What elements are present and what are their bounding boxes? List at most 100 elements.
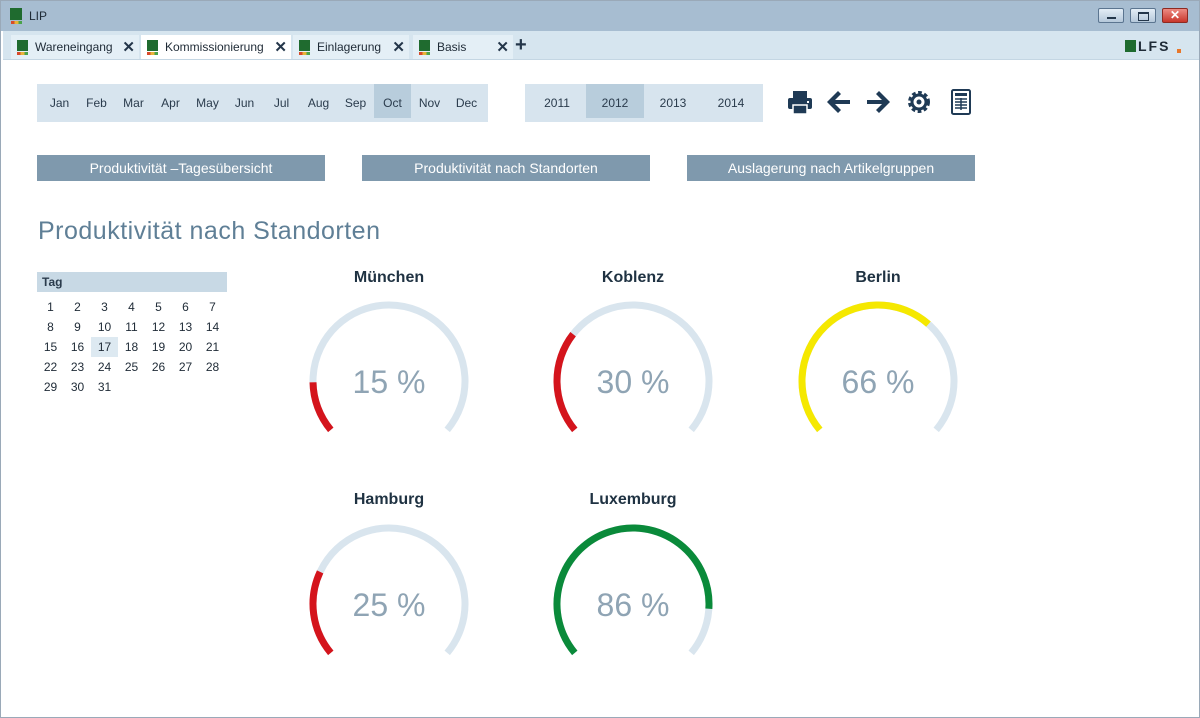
tab-close-icon[interactable]: ✕: [392, 39, 405, 56]
gauge-value-label: 30 %: [597, 364, 670, 400]
add-tab-button[interactable]: +: [515, 34, 527, 56]
tab-bar: Wareneingang ✕ Kommissionierung ✕ Einlag…: [3, 31, 1199, 60]
gauge-value-arc: [553, 524, 713, 656]
calendar-day[interactable]: 15: [43, 340, 58, 354]
calendar-day[interactable]: 29: [43, 380, 58, 394]
calendar-day[interactable]: 11: [125, 320, 138, 334]
gauge-value-arc: [309, 382, 334, 433]
month-jul[interactable]: Jul: [273, 96, 290, 110]
calendar-day[interactable]: 28: [205, 360, 220, 374]
logo-text: LFS: [1138, 38, 1171, 54]
month-nov[interactable]: Nov: [418, 96, 441, 110]
calendar-day[interactable]: 18: [124, 340, 139, 354]
month-mar[interactable]: Mar: [123, 96, 144, 110]
tab-close-icon[interactable]: ✕: [496, 39, 509, 56]
title-bar[interactable]: LIP ✕: [1, 1, 1199, 31]
gauge-muenchen: 15 %: [309, 301, 469, 433]
month-feb[interactable]: Feb: [86, 96, 107, 110]
tab-close-icon[interactable]: ✕: [274, 39, 287, 56]
arrow-right-icon[interactable]: [863, 87, 893, 117]
nav-button-tagesuebersicht[interactable]: Produktivität –Tagesübersicht: [37, 155, 325, 181]
calendar-day[interactable]: 14: [205, 320, 220, 334]
gauge-luxemburg: 86 %: [553, 524, 713, 656]
arrow-left-icon[interactable]: [824, 87, 854, 117]
month-oct[interactable]: Oct: [374, 84, 411, 118]
calendar-day[interactable]: 6: [182, 300, 189, 314]
month-aug[interactable]: Aug: [307, 96, 330, 110]
logo-dot-icon: [1177, 49, 1181, 53]
close-icon: ✕: [1169, 8, 1181, 22]
app-logo-icon: [10, 8, 22, 24]
gauge-title: Koblenz: [601, 269, 665, 286]
calendar-day[interactable]: 23: [70, 360, 85, 374]
tab-label: Einlagerung: [317, 40, 382, 54]
calendar-day[interactable]: 22: [43, 360, 58, 374]
tab-basis[interactable]: Basis ✕: [413, 35, 513, 59]
gauge-title: München: [353, 269, 425, 286]
tab-close-icon[interactable]: ✕: [122, 39, 135, 56]
calendar-day[interactable]: 24: [97, 360, 112, 374]
year-2013[interactable]: 2013: [659, 96, 687, 110]
gear-icon[interactable]: [904, 87, 934, 117]
gauge-title: Luxemburg: [589, 491, 677, 508]
calendar-day[interactable]: 20: [178, 340, 193, 354]
calendar-day[interactable]: 5: [155, 300, 162, 314]
month-selector: Jan Feb Mar Apr May Jun Jul Aug Sep Oct Nov Dec: [37, 84, 488, 122]
year-selector: 2011 2012 2013 2014: [525, 84, 763, 122]
year-2014[interactable]: 2014: [717, 96, 745, 110]
tab-app-icon: [419, 40, 430, 55]
tab-wareneingang[interactable]: Wareneingang ✕: [11, 35, 139, 59]
calendar-day[interactable]: 7: [209, 300, 216, 314]
logo-square-icon: [1125, 40, 1136, 52]
tab-kommissionierung[interactable]: Kommissionierung ✕: [141, 35, 291, 59]
calendar-day[interactable]: 30: [70, 380, 85, 394]
calendar-day[interactable]: 31: [97, 380, 112, 394]
tab-einlagerung[interactable]: Einlagerung ✕: [293, 35, 409, 59]
gauge-value-arc: [553, 332, 578, 433]
year-2011[interactable]: 2011: [544, 96, 570, 110]
minimize-button[interactable]: [1098, 8, 1124, 23]
calendar-header: Tag: [37, 272, 227, 292]
month-jan[interactable]: Jan: [49, 96, 70, 110]
page-title: Produktivität nach Standorten: [38, 217, 381, 245]
month-apr[interactable]: Apr: [161, 96, 180, 110]
close-window-button[interactable]: ✕: [1162, 8, 1188, 23]
gauge-hamburg: 25 %: [309, 524, 469, 656]
calendar-day[interactable]: 27: [178, 360, 193, 374]
nav-button-standorte[interactable]: Produktivität nach Standorten: [362, 155, 650, 181]
calendar-day[interactable]: 12: [151, 320, 166, 334]
calendar-grid: 1 2 3 4 5 6 7 8 9 10 11 12 13 14 15 16 17 18 19 20 21 22 23 24 2…: [37, 292, 227, 402]
gauge-track: [309, 301, 469, 433]
month-jun[interactable]: Jun: [234, 96, 255, 110]
gauge-value-label: 66 %: [842, 364, 915, 400]
calendar-day[interactable]: 4: [128, 300, 135, 314]
calendar-day[interactable]: 13: [178, 320, 193, 334]
calendar-day[interactable]: 25: [124, 360, 139, 374]
calendar-day[interactable]: 2: [74, 300, 81, 314]
gauge-koblenz: 30 %: [553, 301, 713, 433]
calendar-day[interactable]: 3: [101, 300, 108, 314]
gauge-value-label: 25 %: [353, 587, 426, 623]
calendar-day[interactable]: 16: [70, 340, 85, 354]
report-icon[interactable]: [946, 87, 976, 117]
tab-label: Kommissionierung: [165, 40, 264, 54]
day-calendar: Tag 1 2 3 4 5 6 7 8 9 10 11 12 13 14 15 16 17 18 19 20 21 22 2…: [37, 272, 227, 402]
month-sep[interactable]: Sep: [344, 96, 367, 110]
maximize-icon: [1131, 9, 1155, 22]
calendar-day[interactable]: 21: [205, 340, 220, 354]
calendar-day[interactable]: 1: [47, 300, 54, 314]
calendar-day[interactable]: 26: [151, 360, 166, 374]
printer-icon[interactable]: [785, 87, 815, 117]
calendar-day[interactable]: 8: [47, 320, 54, 334]
year-2012[interactable]: 2012: [586, 84, 644, 118]
calendar-day[interactable]: 19: [151, 340, 166, 354]
gauge-value-label: 15 %: [353, 364, 426, 400]
calendar-day[interactable]: 9: [74, 320, 81, 334]
maximize-button[interactable]: [1130, 8, 1156, 23]
nav-button-artikelgruppen[interactable]: Auslagerung nach Artikelgruppen: [687, 155, 975, 181]
calendar-day[interactable]: 17: [91, 337, 118, 357]
gauge-berlin: 66 %: [798, 301, 958, 433]
month-may[interactable]: May: [196, 96, 219, 110]
month-dec[interactable]: Dec: [455, 96, 478, 110]
calendar-day[interactable]: 10: [97, 320, 112, 334]
